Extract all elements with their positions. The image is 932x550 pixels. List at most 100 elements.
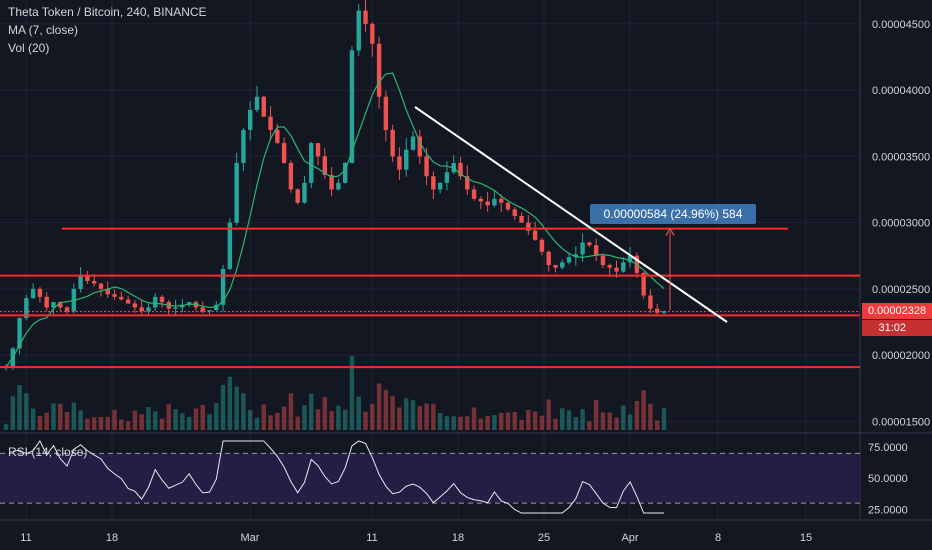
- candle-body: [85, 275, 90, 281]
- volume-bar: [166, 404, 172, 430]
- volume-indicator-label[interactable]: Vol (20): [8, 41, 50, 55]
- volume-bar: [98, 416, 104, 430]
- volume-bar: [146, 407, 151, 430]
- candle-body: [383, 96, 389, 130]
- volume-bar: [193, 408, 199, 430]
- volume-bar: [159, 418, 165, 430]
- candle-body: [105, 288, 110, 295]
- measure-arrowhead: [665, 227, 675, 236]
- volume-bar: [91, 417, 97, 430]
- candle-body: [614, 267, 619, 272]
- volume-bar: [24, 393, 29, 430]
- candle-body: [146, 307, 151, 312]
- candle-body: [132, 303, 138, 308]
- volume-bar: [655, 420, 660, 430]
- volume-bar: [37, 415, 43, 430]
- volume-bar: [383, 389, 389, 430]
- volume-bar: [600, 412, 606, 430]
- candle-body: [566, 257, 572, 263]
- candle-body: [532, 230, 538, 240]
- volume-bar: [627, 414, 633, 430]
- candle-body: [363, 10, 368, 24]
- candle-body: [458, 162, 463, 177]
- candle-body: [112, 294, 117, 297]
- volume-bar: [315, 409, 321, 430]
- candle-body: [125, 299, 131, 304]
- candle-body: [91, 280, 97, 284]
- volume-bar: [512, 411, 517, 430]
- candle-body: [519, 216, 524, 223]
- candle-body: [607, 265, 612, 268]
- volume-bar: [641, 390, 646, 430]
- candle-body: [424, 156, 429, 177]
- volume-bar: [356, 396, 361, 430]
- rsi-tick-label: 50.0000: [868, 473, 908, 485]
- candle-body: [51, 302, 56, 308]
- candle-body: [553, 265, 558, 268]
- volume-bar: [566, 410, 572, 430]
- time-tick-label: 11: [20, 532, 31, 544]
- candle-body: [376, 43, 382, 97]
- volume-bar: [322, 396, 328, 430]
- candle-body: [492, 198, 497, 206]
- volume-bar: [275, 412, 280, 430]
- volume-bar: [431, 403, 436, 430]
- volume-bar: [458, 416, 463, 430]
- candle-body: [404, 149, 409, 170]
- volume-bar: [621, 405, 626, 430]
- rsi-indicator-label[interactable]: RSI (14, close): [8, 445, 88, 459]
- volume-bar: [410, 400, 416, 430]
- volume-bar: [553, 418, 558, 430]
- volume-bar: [336, 405, 341, 430]
- volume-bar: [112, 409, 117, 430]
- candle-body: [498, 198, 504, 203]
- volume-bar: [498, 412, 504, 430]
- candle-body: [655, 308, 660, 313]
- volume-bar: [329, 411, 334, 430]
- volume-bar: [85, 418, 90, 430]
- candle-body: [526, 222, 531, 231]
- candle-body: [30, 288, 36, 299]
- candle-body: [390, 129, 395, 157]
- candle-body: [64, 307, 70, 312]
- volume-bar: [417, 406, 422, 430]
- candle-body: [234, 162, 239, 223]
- candle-body: [281, 143, 287, 163]
- volume-bar: [234, 386, 239, 430]
- price-tick-label: 0.00004500: [872, 19, 930, 31]
- candle-body: [200, 307, 205, 312]
- volume-bar: [607, 412, 612, 430]
- candle-body: [241, 129, 246, 163]
- volume-bar: [3, 423, 9, 430]
- ma-indicator-label[interactable]: MA (7, close): [8, 23, 79, 37]
- volume-bar: [546, 399, 551, 430]
- candle-body: [580, 242, 585, 255]
- volume-bar: [139, 414, 144, 430]
- rsi-line: [12, 439, 664, 514]
- rsi-tick-label: 25.0000: [868, 504, 908, 516]
- candle-body: [641, 272, 646, 296]
- candle-body: [546, 251, 551, 266]
- time-tick-label: 18: [452, 532, 464, 544]
- volume-bar: [390, 396, 395, 430]
- candle-body: [295, 189, 300, 203]
- volume-bar: [71, 402, 77, 430]
- volume-bar: [587, 421, 592, 430]
- volume-bar: [58, 403, 63, 430]
- candle-body: [227, 222, 233, 270]
- volume-bar: [51, 403, 56, 430]
- candle-body: [573, 254, 579, 258]
- candle-body: [248, 109, 253, 130]
- volume-bar: [661, 408, 667, 430]
- volume-bar: [180, 413, 185, 430]
- volume-bar: [424, 403, 429, 430]
- candle-body: [431, 176, 436, 190]
- volume-bar: [397, 407, 402, 430]
- symbol-title: Theta Token / Bitcoin, 240, BINANCE: [8, 5, 207, 19]
- candle-body: [302, 182, 307, 203]
- volume-bar: [451, 416, 456, 430]
- candle-body: [309, 143, 314, 183]
- candle-body: [370, 23, 375, 44]
- candle-body: [139, 307, 144, 312]
